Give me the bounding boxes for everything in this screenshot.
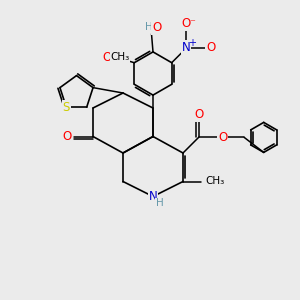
Text: O: O [152,21,161,34]
Text: CH₃: CH₃ [206,176,225,187]
Text: O: O [181,17,190,30]
Text: ⁻: ⁻ [190,19,195,29]
Text: +: + [188,38,196,48]
Text: O: O [218,131,227,144]
Text: H: H [156,198,164,208]
Text: CH₃: CH₃ [110,52,130,62]
Text: O: O [194,108,203,122]
Text: O: O [206,41,215,54]
Text: S: S [63,100,70,114]
Text: N: N [148,190,158,203]
Text: N: N [182,41,190,54]
Text: O: O [102,51,111,64]
Text: H: H [145,22,152,32]
Text: O: O [62,130,71,143]
